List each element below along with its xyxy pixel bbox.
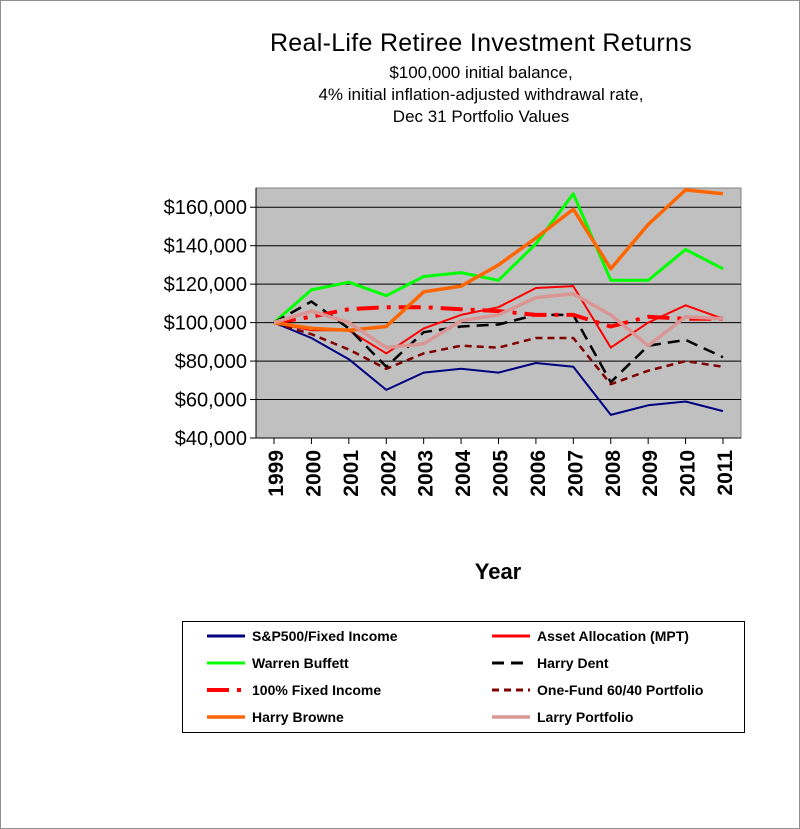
legend-swatch — [207, 661, 245, 665]
legend-item: S&P500/Fixed Income — [205, 626, 398, 646]
legend-swatch — [207, 715, 245, 719]
x-tick-label: 2010 — [677, 450, 700, 497]
legend-item: Warren Buffett — [205, 653, 349, 673]
legend-swatch — [207, 688, 245, 692]
legend-label: S&P500/Fixed Income — [252, 628, 398, 644]
x-tick-label: 2009 — [639, 450, 662, 497]
x-tick-labels: 1999 2000 2001 2002 2003 2004 2005 2006 2007 2008… — [265, 438, 737, 497]
chart-subtitle-line-2: 4% initial inflation-adjusted withdrawal… — [318, 85, 644, 104]
legend-item: One-Fund 60/40 Portfolio — [490, 680, 703, 700]
y-tick-label: $80,000 — [175, 351, 247, 373]
x-tick-label: 2003 — [415, 450, 438, 497]
legend-item: Harry Dent — [490, 653, 609, 673]
legend-item: Larry Portfolio — [490, 707, 633, 727]
legend-swatch — [492, 688, 530, 692]
legend-item: Asset Allocation (MPT) — [490, 626, 689, 646]
x-tick-label: 2011 — [714, 450, 737, 496]
y-tick-label: $100,000 — [164, 313, 247, 335]
legend-swatch — [492, 634, 530, 638]
x-tick-label: 1999 — [265, 450, 288, 497]
legend-label: 100% Fixed Income — [252, 682, 382, 698]
series-line-larry-portfolio — [273, 292, 724, 350]
legend-label: One-Fund 60/40 Portfolio — [537, 682, 704, 698]
x-tick-label: 2008 — [602, 450, 625, 497]
x-tick-label: 2000 — [302, 450, 325, 497]
y-tick-labels: $40,000 $60,000 $80,000 $100,000 $120,000 $14… — [164, 197, 247, 450]
y-tick-label: $140,000 — [164, 236, 247, 258]
line-chart: $40,000 $60,000 $80,000 $100,000 $120,000 $14… — [164, 187, 742, 584]
x-tick-label: 2007 — [564, 450, 587, 497]
chart-title: Real-Life Retiree Investment Returns — [269, 29, 693, 57]
legend-label: Asset Allocation (MPT) — [537, 628, 689, 644]
legend-label: Larry Portfolio — [537, 709, 634, 725]
x-tick-label: 2006 — [527, 450, 550, 497]
legend-swatch — [207, 634, 245, 638]
series-line-100-fixed-income — [273, 305, 723, 329]
x-tick-label: 2005 — [490, 450, 513, 497]
legend-swatch — [492, 661, 530, 665]
y-tick-label: $60,000 — [175, 390, 247, 412]
chart-legend: S&P500/Fixed Income Asset Allocation (MPT… — [182, 621, 745, 733]
legend-label: Warren Buffett — [252, 655, 349, 671]
chart-subtitle-line-1: $100,000 initial balance, — [389, 63, 573, 82]
series-line-harry-browne — [273, 188, 724, 333]
legend-label: Harry Dent — [537, 655, 609, 671]
x-tick-label: 2001 — [340, 450, 363, 497]
chart-subtitle-line-3: Dec 31 Portfolio Values — [392, 107, 570, 126]
x-tick-label: 2004 — [452, 450, 475, 497]
y-tick-label: $160,000 — [164, 197, 247, 219]
y-tick-label: $120,000 — [164, 274, 247, 296]
series-line-warren-buffett — [273, 192, 724, 324]
series-line-one-fund-60-40-portfolio — [273, 321, 724, 386]
series-line-harry-dent — [273, 300, 724, 384]
x-tick-label: 2002 — [377, 450, 400, 497]
y-tick-label: $40,000 — [175, 428, 247, 450]
legend-item: Harry Browne — [205, 707, 344, 727]
legend-swatch — [492, 715, 530, 719]
legend-item: 100% Fixed Income — [205, 680, 381, 700]
series-line-s-p500-fixed-income — [273, 321, 724, 416]
x-axis-label: Year — [475, 559, 522, 584]
legend-label: Harry Browne — [252, 709, 344, 725]
series-lines — [273, 188, 724, 416]
